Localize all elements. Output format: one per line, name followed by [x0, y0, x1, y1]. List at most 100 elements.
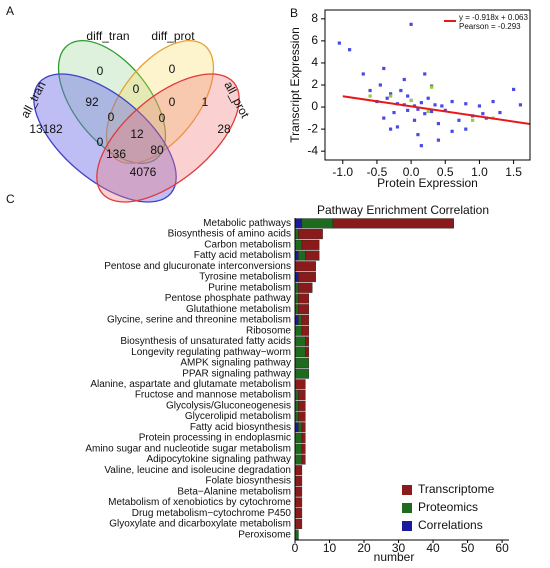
bar-segment — [294, 433, 303, 444]
bar-segment — [294, 465, 303, 476]
category-label: Glycine, serine and threonine metabolism — [107, 315, 291, 326]
point — [481, 112, 485, 116]
point — [436, 138, 441, 142]
point — [389, 127, 393, 131]
region-count: 136 — [106, 147, 126, 161]
bar-segment — [294, 379, 306, 390]
point — [518, 103, 523, 107]
bar-segment — [298, 400, 306, 411]
region-count: 0 — [159, 111, 166, 125]
category-label: Valine, leucine and isoleucine degradati… — [104, 465, 291, 476]
point — [430, 109, 434, 114]
bar-segment — [294, 293, 299, 304]
point — [464, 102, 468, 106]
category-label: Pentose and glucuronate interconversions — [104, 261, 291, 272]
point — [399, 88, 403, 93]
fit-label: y = -0.918x + 0.063 — [459, 13, 528, 22]
bar-segment — [294, 368, 310, 379]
bar-segment — [298, 250, 306, 261]
category-label: Longevity regulating pathway−worm — [131, 347, 291, 358]
category-label: Glyoxylate and dicarboxylate metabolism — [109, 519, 291, 530]
point — [477, 104, 482, 108]
point — [450, 99, 454, 104]
plot-frame — [324, 9, 531, 161]
legend-swatch — [402, 503, 412, 513]
region-count: 1 — [202, 95, 209, 109]
category-label: Drug metabolism−cytochrome P450 — [132, 508, 292, 519]
point — [378, 83, 382, 87]
point — [464, 127, 468, 131]
bar-segment — [294, 508, 303, 519]
point — [512, 87, 516, 92]
bar-segment — [294, 261, 316, 272]
point — [412, 118, 417, 122]
category-label: Adipocytokine signaling pathway — [146, 454, 291, 465]
legend-label: Transcriptome — [418, 482, 495, 496]
bar-segment — [294, 229, 299, 240]
region-count: 28 — [217, 122, 231, 136]
bar-segment — [294, 282, 299, 293]
bar-segment — [301, 218, 334, 229]
y-tick-label: 8 — [311, 11, 318, 25]
bar-segment — [298, 411, 306, 422]
point — [382, 116, 386, 120]
category-label: Biosynthesis of unsaturated fatty acids — [120, 336, 291, 347]
region-count: 4076 — [130, 165, 157, 179]
bar-segment — [294, 347, 306, 358]
bar-segment — [301, 443, 306, 454]
point — [443, 108, 447, 112]
fit-line — [342, 95, 531, 125]
pearson-label: Pearson = -0.293 — [459, 22, 521, 31]
category-label: Pentose phosphate pathway — [165, 293, 291, 304]
category-label: Folate biosynthesis — [205, 476, 291, 487]
bar-segment — [294, 218, 303, 229]
y-tick-label: 0 — [311, 99, 318, 113]
point — [436, 122, 441, 126]
category-label: Metabolic pathways — [203, 218, 291, 229]
category-label: Fructose and mannose metabolism — [135, 390, 291, 401]
point — [395, 125, 400, 129]
bar-segment — [294, 336, 306, 347]
y-axis-title: Transcript Expression — [288, 27, 302, 143]
y-tick-label: -2 — [307, 121, 318, 135]
panel-label: A — [6, 4, 14, 18]
x-tick-label: 60 — [495, 541, 509, 555]
x-tick-label: 1.0 — [471, 165, 488, 179]
x-axis-title: number — [374, 550, 415, 564]
category-label: Metabolism of xenobiotics by cytochrome — [108, 497, 291, 508]
venn-set — [96, 73, 240, 203]
bar-segment — [294, 314, 299, 325]
x-tick-label: 0.5 — [437, 165, 454, 179]
category-label: Carbon metabolism — [204, 239, 291, 250]
point — [457, 118, 461, 122]
bar-segment — [294, 325, 303, 336]
bar-segment — [298, 293, 310, 304]
point — [426, 109, 430, 114]
region-count: 0 — [108, 110, 115, 124]
point — [368, 88, 372, 93]
x-tick-label: -1.0 — [332, 165, 353, 179]
category-label: Peroxisome — [238, 529, 291, 540]
point — [450, 129, 454, 133]
y-tick-label: -4 — [307, 143, 318, 157]
x-axis-title: Protein Expression — [377, 176, 478, 190]
region-count: 0 — [97, 135, 104, 149]
legend-swatch — [402, 485, 412, 495]
category-label: Amino sugar and nucleotide sugar metabol… — [85, 443, 291, 454]
x-tick-label: 20 — [357, 541, 371, 555]
set-label: diff_prot — [151, 29, 195, 43]
category-label: Fatty acid metabolism — [194, 250, 291, 261]
category-label: Ribosome — [246, 325, 291, 336]
bar-segment — [294, 518, 303, 529]
region-count: 0 — [97, 64, 104, 78]
x-tick-label: 40 — [426, 541, 440, 555]
category-label: Protein processing in endoplasmic — [139, 433, 291, 444]
y-tick-label: 2 — [311, 77, 318, 91]
bar-segment — [294, 443, 303, 454]
category-label: Glutathione metabolism — [186, 304, 291, 315]
point — [419, 101, 423, 105]
point — [471, 118, 475, 122]
region-count: 0 — [169, 95, 176, 109]
x-tick-label: 10 — [323, 541, 337, 555]
legend-label: Correlations — [418, 518, 483, 532]
